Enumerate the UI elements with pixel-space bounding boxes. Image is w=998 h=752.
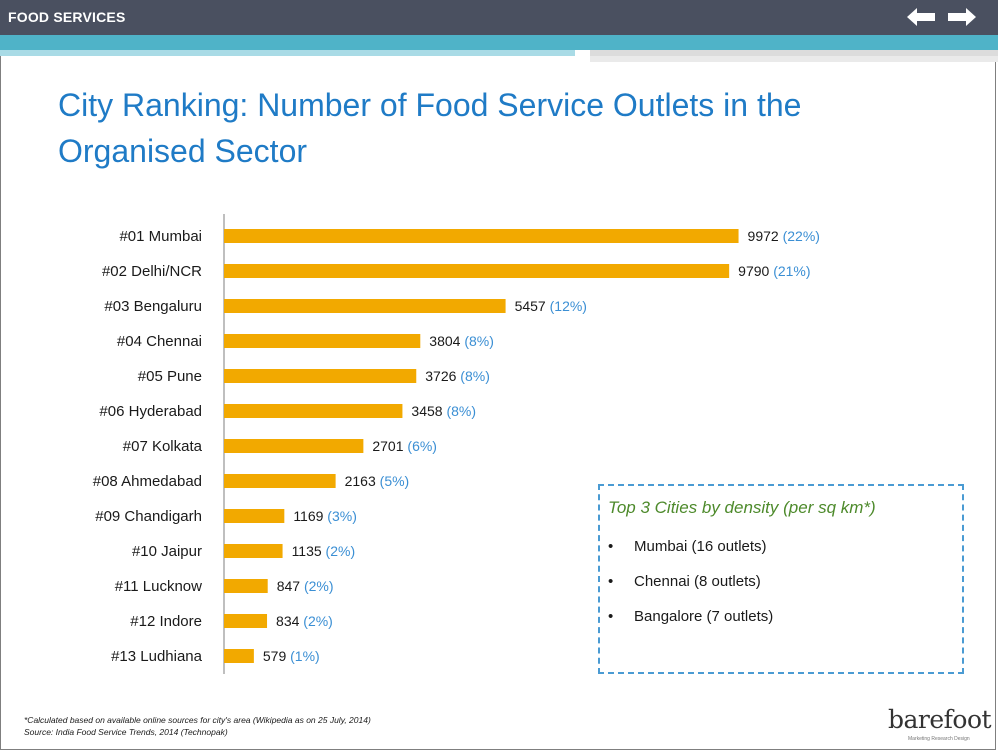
barefoot-logo: barefoot Marketing Research Design xyxy=(888,705,992,742)
header-bar: FOOD SERVICES xyxy=(0,0,998,35)
category-label: #09 Chandigarh xyxy=(95,508,202,525)
footnote-area-source: *Calculated based on available online so… xyxy=(24,715,371,725)
header-accent-bar xyxy=(0,35,998,50)
category-label: #06 Hyderabad xyxy=(99,403,202,420)
slide-title: City Ranking: Number of Food Service Out… xyxy=(58,82,938,174)
bar-chart: #01 Mumbai 9972 (22%) #02 Delhi/NCR 9790 (2… xyxy=(93,214,820,674)
data-label: 579 (1%) xyxy=(263,648,320,664)
slide-title-line1: City Ranking: Number of Food Service Out… xyxy=(58,87,802,123)
bar xyxy=(224,649,254,663)
data-label: 1169 (3%) xyxy=(293,508,357,524)
footnote-data-source: Source: India Food Service Trends, 2014 … xyxy=(24,727,228,737)
data-label: 847 (2%) xyxy=(277,578,334,594)
section-title: FOOD SERVICES xyxy=(8,9,126,25)
bar xyxy=(224,229,739,243)
list-item: • Chennai (8 outlets) xyxy=(608,573,761,590)
bar xyxy=(224,264,730,278)
bar xyxy=(224,334,421,348)
category-label: #08 Ahmedabad xyxy=(93,473,202,490)
bar xyxy=(224,544,283,558)
density-title: Top 3 Cities by density (per sq km*) xyxy=(608,498,876,517)
category-label: #10 Jaipur xyxy=(132,543,202,560)
data-label: 9790 (21%) xyxy=(738,263,810,279)
data-label: 5457 (12%) xyxy=(515,298,587,314)
data-label: 3726 (8%) xyxy=(425,368,490,384)
category-label: #07 Kolkata xyxy=(123,438,203,455)
category-label: #03 Bengaluru xyxy=(104,298,202,315)
bar xyxy=(224,369,417,383)
list-item: • Mumbai (16 outlets) xyxy=(608,538,767,555)
data-label: 3804 (8%) xyxy=(429,333,494,349)
bar xyxy=(224,439,364,453)
bar xyxy=(224,614,268,628)
category-label: #11 Lucknow xyxy=(115,578,202,595)
bar xyxy=(224,299,506,313)
density-callout: Top 3 Cities by density (per sq km*) • Mu… xyxy=(598,484,964,674)
data-label: 834 (2%) xyxy=(276,613,333,629)
category-label: #01 Mumbai xyxy=(119,228,202,245)
category-label: #05 Pune xyxy=(138,368,202,385)
data-label: 3458 (8%) xyxy=(411,403,476,419)
category-label: #02 Delhi/NCR xyxy=(102,263,202,280)
category-label: #04 Chennai xyxy=(117,333,202,350)
bar xyxy=(224,509,285,523)
data-label: 2163 (5%) xyxy=(345,473,410,489)
right-arrow-icon[interactable] xyxy=(946,6,978,28)
left-arrow-icon[interactable] xyxy=(905,6,937,28)
data-label: 2701 (6%) xyxy=(372,438,437,454)
slide-title-line2: Organised Sector xyxy=(58,133,308,169)
bar xyxy=(224,474,336,488)
header-accent-step xyxy=(0,50,998,62)
category-label: #12 Indore xyxy=(130,613,202,630)
category-label: #13 Ludhiana xyxy=(111,648,203,665)
data-label: 9972 (22%) xyxy=(748,228,820,244)
bar xyxy=(224,404,403,418)
list-item: • Bangalore (7 outlets) xyxy=(608,608,774,625)
bar xyxy=(224,579,268,593)
data-label: 1135 (2%) xyxy=(292,543,356,559)
density-list: • Mumbai (16 outlets) • Chennai (8 outlets… xyxy=(608,538,773,643)
